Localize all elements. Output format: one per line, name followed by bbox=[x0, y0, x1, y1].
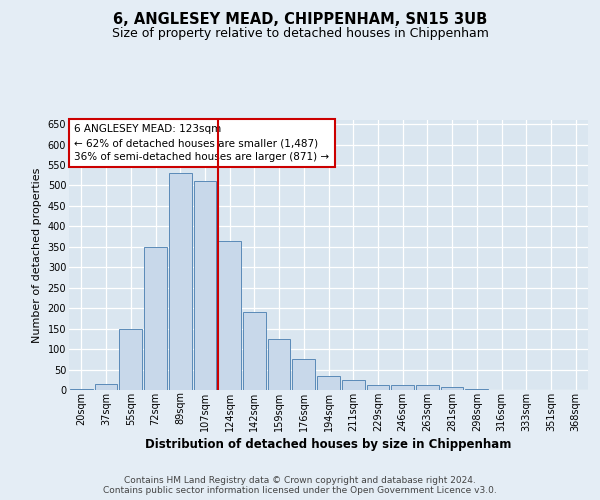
Bar bbox=[119, 328, 142, 390]
Text: 6 ANGLESEY MEAD: 123sqm
← 62% of detached houses are smaller (1,487)
36% of semi: 6 ANGLESEY MEAD: 123sqm ← 62% of detache… bbox=[74, 124, 329, 162]
Bar bbox=[416, 384, 439, 390]
Bar bbox=[95, 384, 118, 390]
Bar bbox=[169, 173, 191, 390]
Text: 6, ANGLESEY MEAD, CHIPPENHAM, SN15 3UB: 6, ANGLESEY MEAD, CHIPPENHAM, SN15 3UB bbox=[113, 12, 487, 28]
Bar bbox=[317, 376, 340, 390]
Bar bbox=[391, 384, 414, 390]
Bar bbox=[292, 360, 315, 390]
Y-axis label: Number of detached properties: Number of detached properties bbox=[32, 168, 42, 342]
Bar bbox=[367, 384, 389, 390]
Bar bbox=[441, 386, 463, 390]
Bar bbox=[268, 339, 290, 390]
Text: Size of property relative to detached houses in Chippenham: Size of property relative to detached ho… bbox=[112, 28, 488, 40]
Bar bbox=[243, 312, 266, 390]
Text: Contains HM Land Registry data © Crown copyright and database right 2024.
Contai: Contains HM Land Registry data © Crown c… bbox=[103, 476, 497, 495]
X-axis label: Distribution of detached houses by size in Chippenham: Distribution of detached houses by size … bbox=[145, 438, 512, 450]
Bar bbox=[70, 389, 93, 390]
Bar bbox=[466, 389, 488, 390]
Bar bbox=[342, 380, 365, 390]
Bar bbox=[144, 247, 167, 390]
Bar bbox=[194, 182, 216, 390]
Bar bbox=[218, 240, 241, 390]
